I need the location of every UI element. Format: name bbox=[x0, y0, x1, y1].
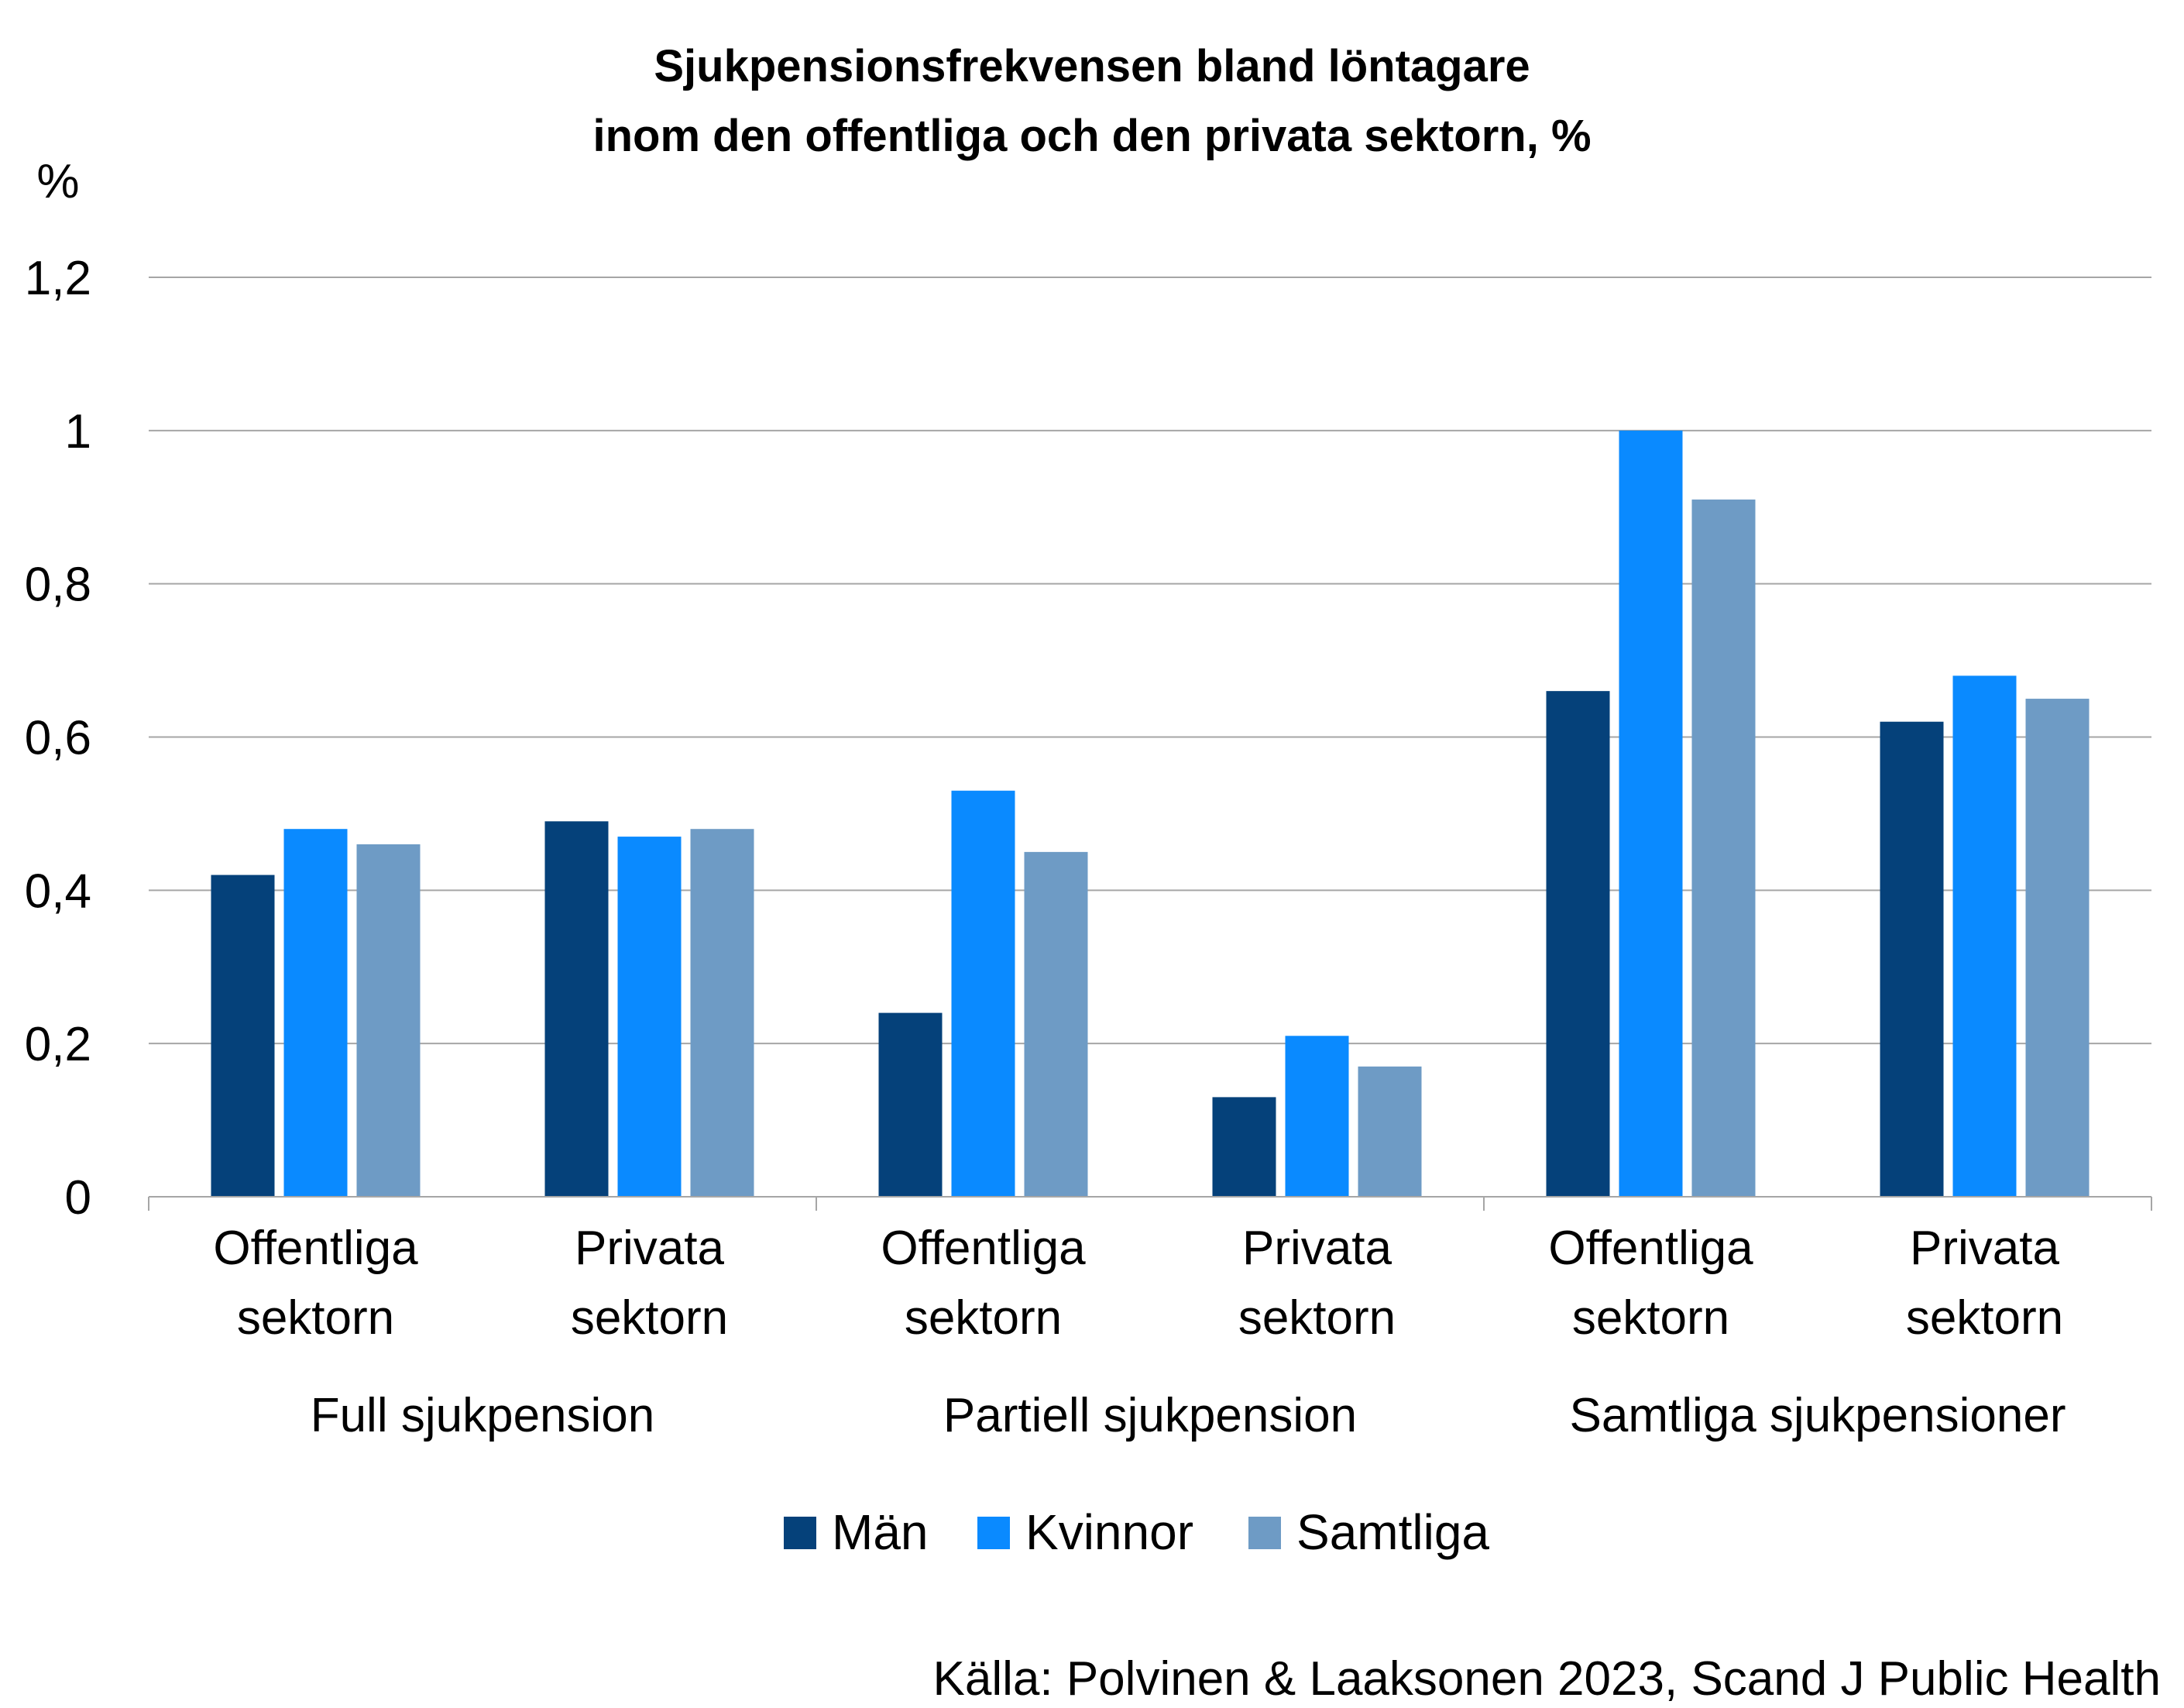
bar-samtliga-1 bbox=[356, 844, 421, 1197]
y-tick-label: 0,4 bbox=[25, 864, 91, 918]
bar-mn-4 bbox=[1212, 1097, 1276, 1197]
bar-mn-6 bbox=[1880, 721, 1944, 1197]
bar-samtliga-6 bbox=[2025, 699, 2090, 1197]
bar-mn-2 bbox=[544, 821, 609, 1197]
bar-samtliga-3 bbox=[1024, 851, 1088, 1197]
legend-label: Män bbox=[832, 1504, 929, 1560]
bar-mn-3 bbox=[878, 1012, 943, 1197]
bar-samtliga-5 bbox=[1691, 499, 1756, 1197]
bar-kvinnor-4 bbox=[1285, 1036, 1349, 1197]
y-tick-label: 0,2 bbox=[25, 1018, 91, 1071]
category-label: sektorn bbox=[571, 1291, 728, 1345]
category-label: sektorn bbox=[1572, 1291, 1729, 1345]
title-line-1: Sjukpensionsfrekvensen bland löntagare bbox=[654, 41, 1530, 91]
category-label: sektorn bbox=[237, 1291, 394, 1345]
legend-swatch bbox=[977, 1517, 1010, 1549]
bar-mn-5 bbox=[1546, 691, 1610, 1197]
category-label: Privata bbox=[1910, 1222, 2059, 1275]
y-tick-label: 1 bbox=[65, 405, 91, 459]
bars bbox=[211, 430, 2090, 1197]
bar-kvinnor-1 bbox=[283, 829, 348, 1197]
bar-mn-1 bbox=[211, 875, 275, 1197]
group-label: Full sjukpension bbox=[311, 1389, 655, 1442]
y-tick-label: 0,6 bbox=[25, 712, 91, 765]
category-label: Privata bbox=[1242, 1222, 1392, 1275]
group-label: Samtliga sjukpensioner bbox=[1569, 1389, 2066, 1442]
category-label: Privata bbox=[575, 1222, 724, 1275]
y-axis-ticks: 0 0,2 0,4 0,6 0,8 1 1,2 bbox=[25, 252, 91, 1225]
category-label: sektorn bbox=[1906, 1291, 2063, 1345]
legend-label: Kvinnor bbox=[1025, 1504, 1193, 1560]
category-label: sektorn bbox=[905, 1291, 1062, 1345]
chart-title: Sjukpensionsfrekvensen bland löntagare i… bbox=[592, 41, 1591, 161]
category-label: Offentliga bbox=[881, 1222, 1086, 1275]
group-labels: Full sjukpension Partiell sjukpension Samt… bbox=[311, 1389, 2066, 1442]
title-line-2: inom den offentliga och den privata sekt… bbox=[592, 111, 1591, 161]
y-tick-label: 0,8 bbox=[25, 558, 91, 612]
legend-swatch bbox=[1248, 1517, 1281, 1549]
legend-label: Samtliga bbox=[1296, 1504, 1489, 1560]
bar-kvinnor-2 bbox=[617, 837, 682, 1197]
group-label: Partiell sjukpension bbox=[943, 1389, 1357, 1442]
bar-kvinnor-3 bbox=[951, 790, 1015, 1197]
category-label: Offentliga bbox=[1548, 1222, 1753, 1275]
category-label: sektorn bbox=[1238, 1291, 1396, 1345]
category-labels: Offentliga sektorn Privata sektorn Offentlig… bbox=[213, 1222, 2063, 1345]
category-label: Offentliga bbox=[213, 1222, 418, 1275]
source-note: Källa: Polvinen & Laaksonen 2023, Scand … bbox=[933, 1652, 2161, 1706]
bar-samtliga-2 bbox=[690, 829, 754, 1197]
bar-kvinnor-6 bbox=[1952, 675, 2017, 1197]
gridlines bbox=[149, 277, 2151, 1045]
x-axis bbox=[148, 1196, 2152, 1211]
y-tick-label: 0 bbox=[65, 1171, 91, 1225]
bar-kvinnor-5 bbox=[1619, 430, 1683, 1197]
y-tick-label: 1,2 bbox=[25, 252, 91, 305]
bar-samtliga-4 bbox=[1358, 1066, 1422, 1197]
legend-swatch bbox=[784, 1517, 816, 1549]
y-axis-label: % bbox=[36, 155, 79, 208]
legend: Män Kvinnor Samtliga bbox=[784, 1504, 1489, 1560]
